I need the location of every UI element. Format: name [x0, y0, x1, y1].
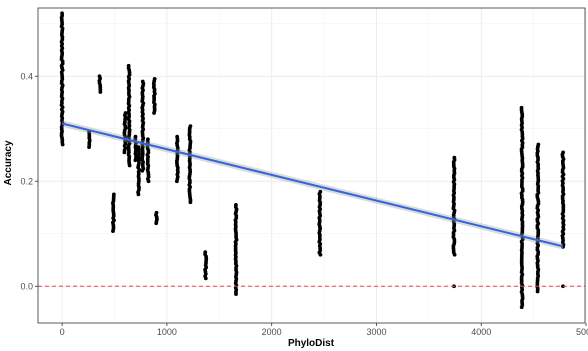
y-tick-label: 0.2 [20, 176, 33, 186]
data-point [140, 168, 145, 173]
y-axis-title: Accuracy [3, 140, 14, 185]
x-tick-label: 5000 [576, 327, 588, 337]
data-point [122, 150, 127, 155]
data-point [98, 90, 103, 94]
data-point [561, 284, 565, 289]
x-axis-title: PhyloDist [288, 338, 335, 349]
data-point [174, 179, 179, 184]
data-point [203, 276, 208, 281]
x-tick-label: 4000 [471, 327, 491, 337]
data-point [152, 111, 156, 115]
axes: 0 1000 2000 3000 4000 5000 0.0 0.2 0.4 [20, 71, 588, 337]
x-tick-label: 3000 [366, 327, 386, 337]
grid [38, 8, 587, 323]
data-point [136, 192, 141, 197]
y-tick-label: 0.4 [20, 71, 33, 81]
trend-line [61, 122, 564, 248]
x-tick-label: 2000 [262, 327, 282, 337]
data-point [87, 145, 91, 150]
data-points [59, 11, 566, 310]
data-point [452, 252, 457, 257]
x-tick-label: 1000 [157, 327, 177, 337]
data-point [188, 200, 193, 205]
x-tick-label: 0 [60, 327, 65, 337]
y-tick-label: 0.0 [20, 281, 33, 291]
data-point [318, 252, 323, 257]
data-point [154, 221, 159, 226]
data-point [535, 289, 540, 294]
data-point [60, 142, 65, 147]
data-point [127, 163, 132, 168]
reference-lines [38, 120, 585, 287]
data-point [146, 179, 151, 184]
data-point [111, 229, 115, 234]
data-point [234, 292, 238, 297]
data-point [133, 158, 138, 163]
data-point [519, 305, 524, 310]
plot-panel-border [37, 7, 586, 324]
